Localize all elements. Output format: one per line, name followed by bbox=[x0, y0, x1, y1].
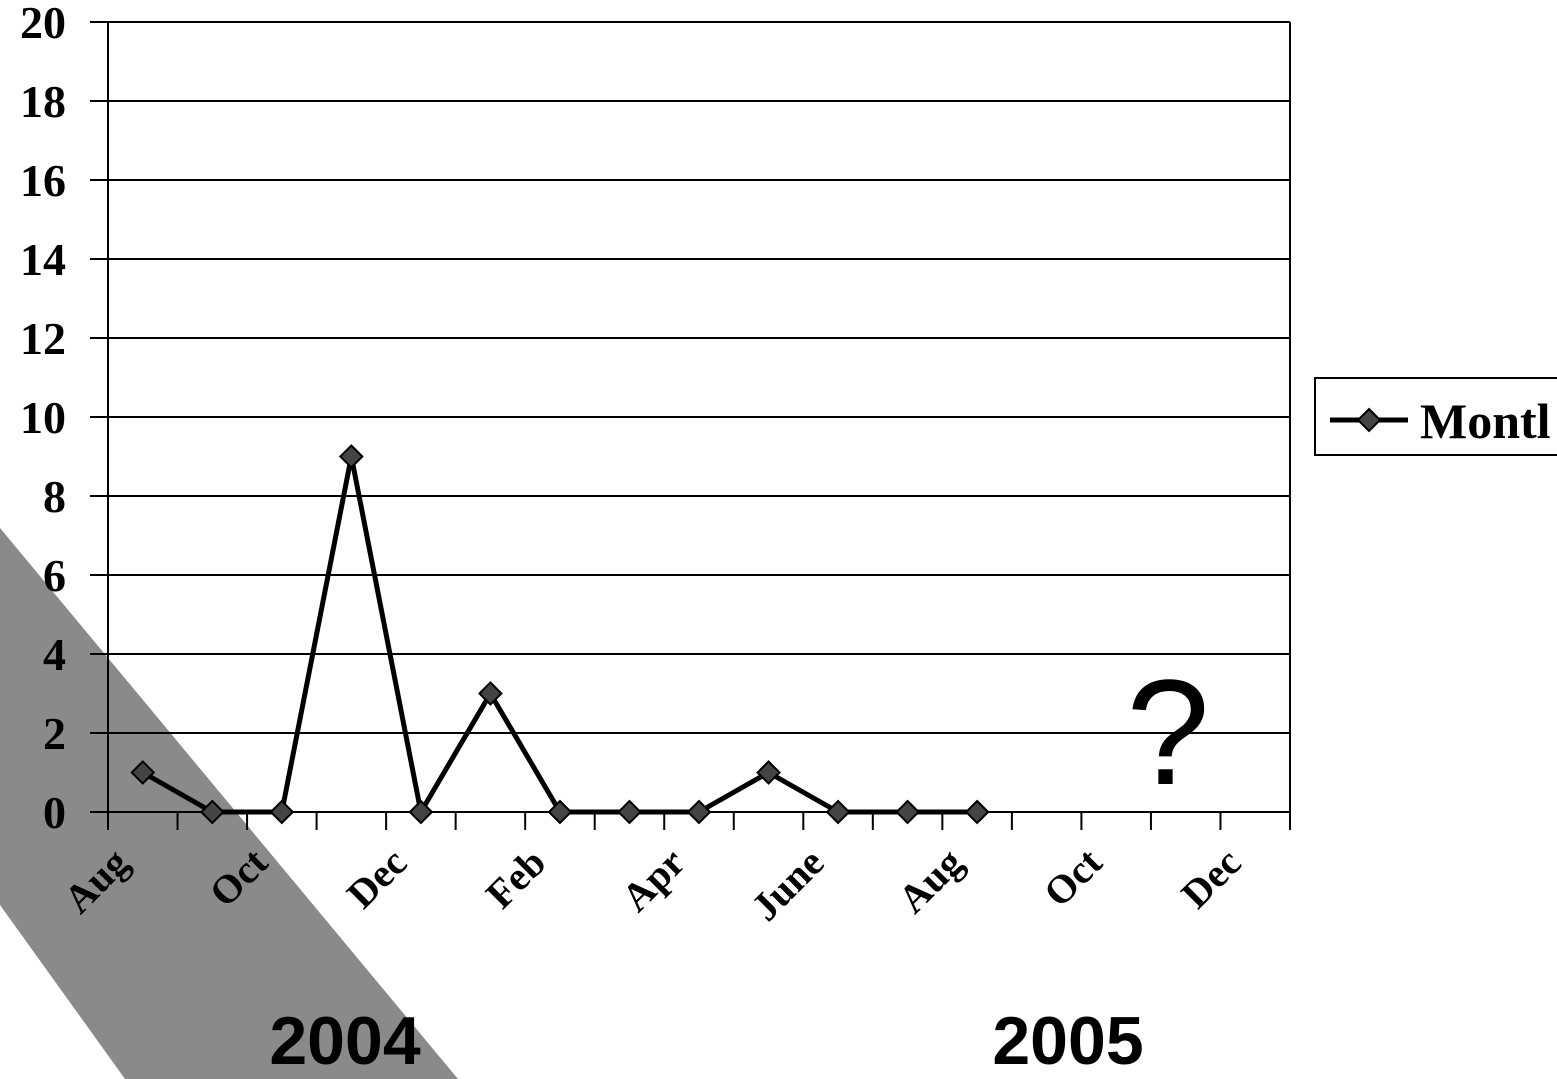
x-tick-label: Oct bbox=[1035, 839, 1111, 915]
y-tick-label: 20 bbox=[20, 0, 66, 48]
overlay-band bbox=[0, 528, 458, 1079]
y-tick-label: 16 bbox=[20, 155, 66, 206]
legend-label: Montl bbox=[1420, 393, 1551, 449]
annotation: 2005 bbox=[992, 1003, 1143, 1079]
marker bbox=[617, 799, 642, 825]
marker bbox=[130, 760, 156, 785]
marker bbox=[964, 799, 990, 825]
annotation: ? bbox=[1126, 648, 1209, 816]
legend: Montl bbox=[1314, 377, 1557, 456]
y-tick-label: 4 bbox=[43, 629, 66, 680]
y-tick-label: 18 bbox=[20, 76, 66, 127]
marker bbox=[269, 799, 295, 825]
x-tick-label: Dec bbox=[1172, 840, 1249, 917]
marker bbox=[756, 760, 781, 785]
legend-box bbox=[1314, 377, 1557, 456]
x-tick-label: June bbox=[742, 840, 832, 930]
y-tick-label: 12 bbox=[20, 313, 66, 364]
x-tick-label: Apr bbox=[613, 840, 694, 921]
series-line bbox=[141, 454, 978, 815]
y-tick-label: 10 bbox=[20, 392, 66, 443]
y-tick-label: 6 bbox=[43, 550, 66, 601]
marker bbox=[825, 799, 851, 825]
marker bbox=[338, 444, 364, 469]
marker bbox=[547, 799, 573, 825]
marker bbox=[199, 799, 225, 825]
marker bbox=[895, 799, 921, 825]
y-tick-label: 14 bbox=[20, 234, 66, 285]
y-tick-label: 8 bbox=[43, 471, 66, 522]
annotation: 2004 bbox=[269, 1003, 420, 1079]
marker bbox=[408, 799, 434, 825]
legend-marker bbox=[1356, 407, 1382, 433]
y-tick-label: 0 bbox=[43, 787, 66, 838]
x-tick-label: Aug bbox=[889, 840, 971, 922]
y-tick-label: 2 bbox=[43, 708, 66, 759]
marker bbox=[686, 799, 712, 825]
x-tick-label: Feb bbox=[477, 840, 554, 917]
x-tick-label: Dec bbox=[338, 840, 415, 917]
marker bbox=[477, 681, 503, 706]
